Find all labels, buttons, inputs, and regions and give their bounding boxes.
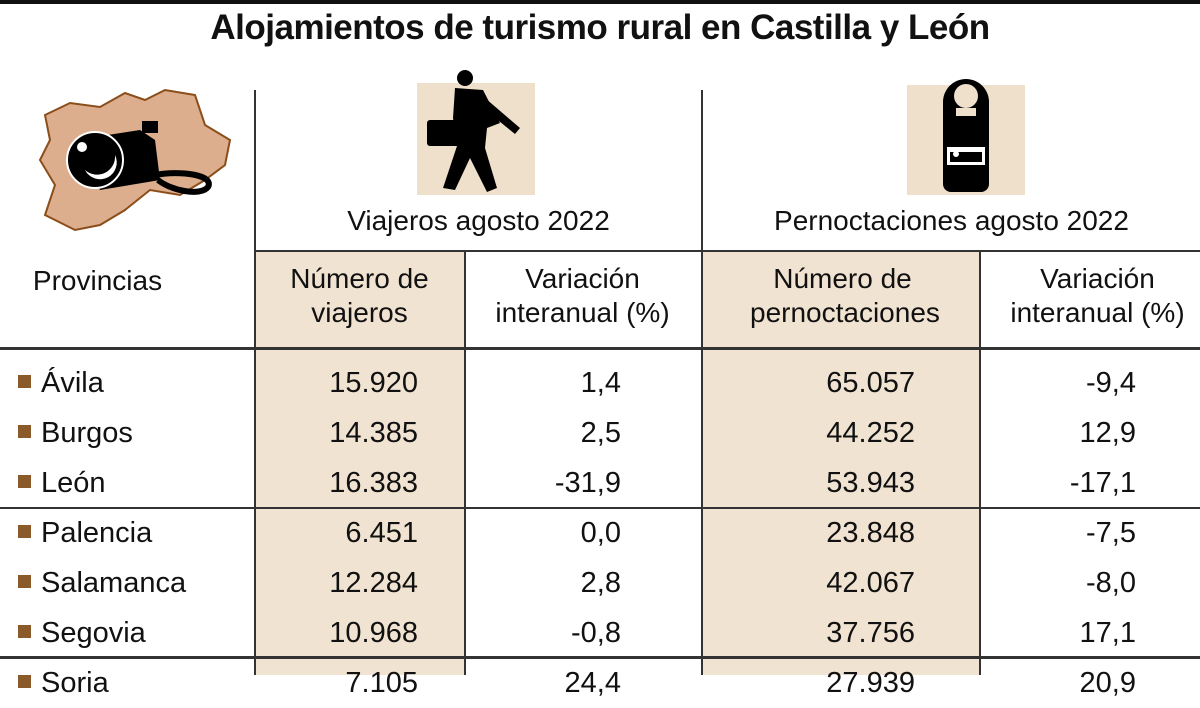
pernoctaciones-value: 37.756 xyxy=(703,608,915,658)
group-rule xyxy=(0,507,1200,509)
divider xyxy=(254,90,256,675)
province-name: León xyxy=(0,458,250,508)
door-hanger-bed-icon xyxy=(943,79,989,192)
cell-value: 27.939 xyxy=(826,667,915,699)
province-name: Salamanca xyxy=(0,558,250,608)
group-header-pernoctaciones: Pernoctaciones agosto 2022 xyxy=(774,205,1129,236)
cell-value: 12.284 xyxy=(329,567,418,599)
cell-value: Ávila xyxy=(41,367,104,399)
pernoctaciones-value: 27.939 xyxy=(703,658,915,708)
viajeros-value: 15.920 xyxy=(256,358,418,408)
group-header-viajeros: Viajeros agosto 2022 xyxy=(347,205,610,236)
viajeros-value: 14.385 xyxy=(256,408,418,458)
province-name: Soria xyxy=(0,658,250,708)
var-pernoctaciones-value: -8,0 xyxy=(981,558,1136,608)
divider xyxy=(254,250,1200,252)
viajeros-column-bg xyxy=(256,251,465,675)
var-viajeros-value: 24,4 xyxy=(466,658,621,708)
pernoctaciones-value: 53.943 xyxy=(703,458,915,508)
cell-value: -31,9 xyxy=(554,467,621,499)
province-name: Ávila xyxy=(0,358,250,408)
cell-value: 16.383 xyxy=(329,467,418,499)
var-pernoctaciones-value: 12,9 xyxy=(981,408,1136,458)
col-header: Número de pernoctaciones xyxy=(750,263,940,328)
var-viajeros-value: 1,4 xyxy=(466,358,621,408)
cell-value: 42.067 xyxy=(826,567,915,599)
var-pernoctaciones-value: -7,5 xyxy=(981,508,1136,558)
viajeros-value: 16.383 xyxy=(256,458,418,508)
var-pernoctaciones-value: -9,4 xyxy=(981,358,1136,408)
viajeros-value: 10.968 xyxy=(256,608,418,658)
var-pernoctaciones-value: -17,1 xyxy=(981,458,1136,508)
cell-value: Soria xyxy=(41,667,109,699)
bullet-icon xyxy=(18,624,31,638)
cell-value: 6.451 xyxy=(345,517,418,549)
cell-value: 23.848 xyxy=(826,517,915,549)
bullet-icon xyxy=(18,574,31,588)
var-pernoctaciones-value: 17,1 xyxy=(981,608,1136,658)
bullet-icon xyxy=(18,424,31,438)
var-viajeros-value: -0,8 xyxy=(466,608,621,658)
col-header: Variación interanual (%) xyxy=(1010,263,1185,328)
divider xyxy=(464,251,466,675)
bullet-icon xyxy=(18,374,31,388)
var-viajeros-value: 2,8 xyxy=(466,558,621,608)
pernoctaciones-value: 23.848 xyxy=(703,508,915,558)
cell-value: Segovia xyxy=(41,617,146,649)
cell-value: 44.252 xyxy=(826,417,915,449)
cell-value: 37.756 xyxy=(826,617,915,649)
cell-value: 20,9 xyxy=(1079,667,1136,699)
pernoctaciones-value: 65.057 xyxy=(703,358,915,408)
divider xyxy=(701,90,703,675)
viajeros-value: 12.284 xyxy=(256,558,418,608)
cell-value: 14.385 xyxy=(329,417,418,449)
cell-value: -7,5 xyxy=(1086,517,1136,549)
cell-value: 7.105 xyxy=(345,667,418,699)
cell-value: 1,4 xyxy=(580,367,621,399)
map-camera-icon xyxy=(38,88,232,232)
province-name: Segovia xyxy=(0,608,250,658)
cell-value: 2,8 xyxy=(580,567,621,599)
cell-value: 24,4 xyxy=(564,667,621,699)
cell-value: Palencia xyxy=(41,517,153,549)
pernoctaciones-value: 44.252 xyxy=(703,408,915,458)
var-viajeros-value: -31,9 xyxy=(466,458,621,508)
cell-value: 12,9 xyxy=(1079,417,1136,449)
group-rule xyxy=(0,656,1200,659)
cell-value: -9,4 xyxy=(1086,367,1136,399)
province-name: Palencia xyxy=(0,508,250,558)
cell-value: 10.968 xyxy=(329,617,418,649)
var-viajeros-value: 0,0 xyxy=(466,508,621,558)
traveler-with-suitcase-icon xyxy=(427,70,520,192)
top-rule xyxy=(0,0,1200,4)
row-header: Provincias xyxy=(32,265,163,296)
cell-value: 2,5 xyxy=(580,417,621,449)
page-title: Alojamientos de turismo rural en Castill… xyxy=(210,8,990,47)
viajeros-value: 7.105 xyxy=(256,658,418,708)
bullet-icon xyxy=(18,524,31,538)
cell-value: 17,1 xyxy=(1079,617,1136,649)
var-viajeros-value: 2,5 xyxy=(466,408,621,458)
cell-value: 0,0 xyxy=(580,517,621,549)
cell-value: -8,0 xyxy=(1086,567,1136,599)
col-header: Variación interanual (%) xyxy=(495,263,670,328)
col-header: Número de viajeros xyxy=(290,263,429,328)
cell-value: 15.920 xyxy=(329,367,418,399)
cell-value: 53.943 xyxy=(826,467,915,499)
cell-value: -0,8 xyxy=(571,617,621,649)
pernoctaciones-value: 42.067 xyxy=(703,558,915,608)
bullet-icon xyxy=(18,674,31,688)
divider xyxy=(979,251,981,675)
header-rule xyxy=(0,347,1200,350)
var-pernoctaciones-value: 20,9 xyxy=(981,658,1136,708)
cell-value: Burgos xyxy=(41,417,133,449)
province-name: Burgos xyxy=(0,408,250,458)
cell-value: Salamanca xyxy=(41,567,187,599)
cell-value: León xyxy=(41,467,106,499)
bullet-icon xyxy=(18,474,31,488)
pernoctaciones-column-bg xyxy=(703,251,980,675)
viajeros-value: 6.451 xyxy=(256,508,418,558)
cell-value: 65.057 xyxy=(826,367,915,399)
cell-value: -17,1 xyxy=(1069,467,1136,499)
